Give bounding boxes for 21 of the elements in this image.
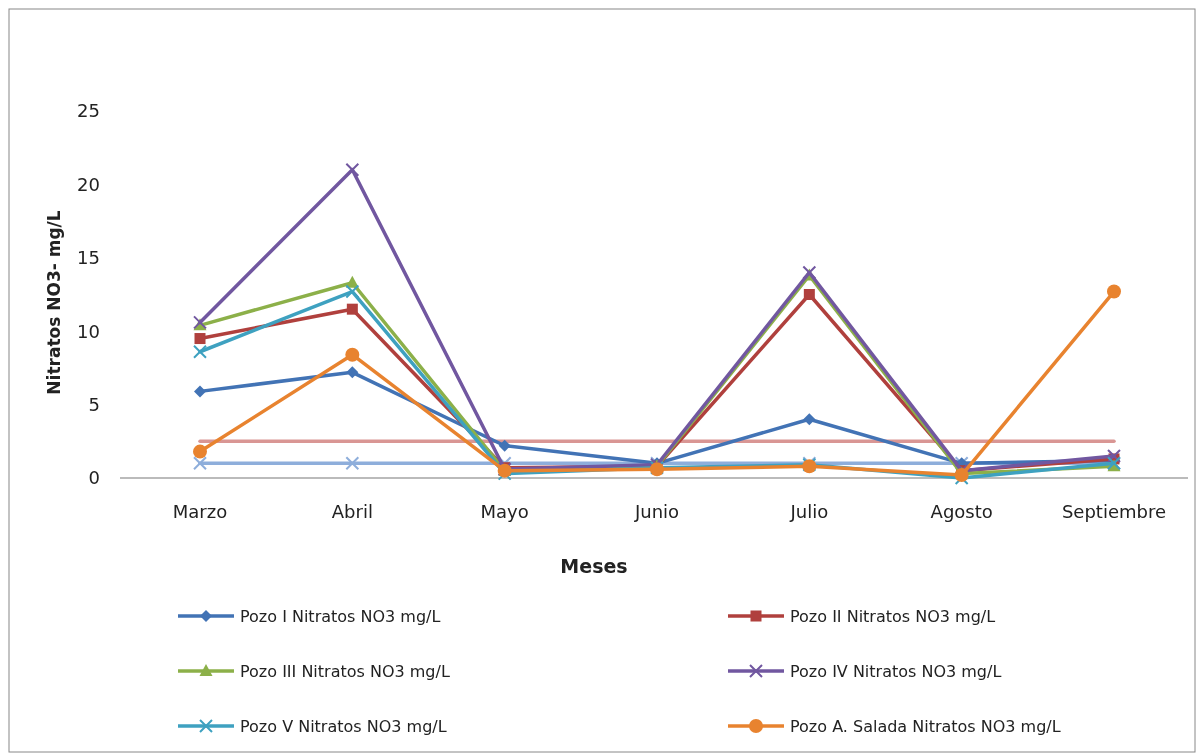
x-tick-label: Mayo (480, 501, 529, 522)
legend-label: Pozo I Nitratos NO3 mg/L (240, 606, 441, 626)
x-tick-label: Julio (789, 501, 829, 522)
x-tick-label: Septiembre (1061, 501, 1167, 522)
x-tick-label: Agosto (930, 501, 993, 522)
y-tick-label: 0 (88, 467, 100, 489)
x-axis-title: Meses (560, 555, 628, 577)
y-tick-label: 25 (77, 100, 100, 122)
x-tick-label: Abril (331, 501, 373, 522)
y-tick-label: 15 (77, 247, 100, 269)
y-tick-label: 10 (77, 320, 100, 342)
x-tick-label: Junio (633, 501, 680, 522)
x-tick-label: Marzo (172, 501, 228, 522)
y-axis-title: Nitratos NO3- mg/L (44, 210, 64, 395)
y-tick-label: 5 (88, 393, 100, 415)
y-tick-label: 20 (77, 173, 100, 195)
legend-label: Pozo A. Salada Nitratos NO3 mg/L (790, 716, 1061, 736)
legend-label: Pozo III Nitratos NO3 mg/L (240, 661, 450, 681)
legend-label: Pozo II Nitratos NO3 mg/L (790, 606, 996, 626)
legend-label: Pozo IV Nitratos NO3 mg/L (790, 661, 1002, 681)
legend-label: Pozo V Nitratos NO3 mg/L (240, 716, 447, 736)
